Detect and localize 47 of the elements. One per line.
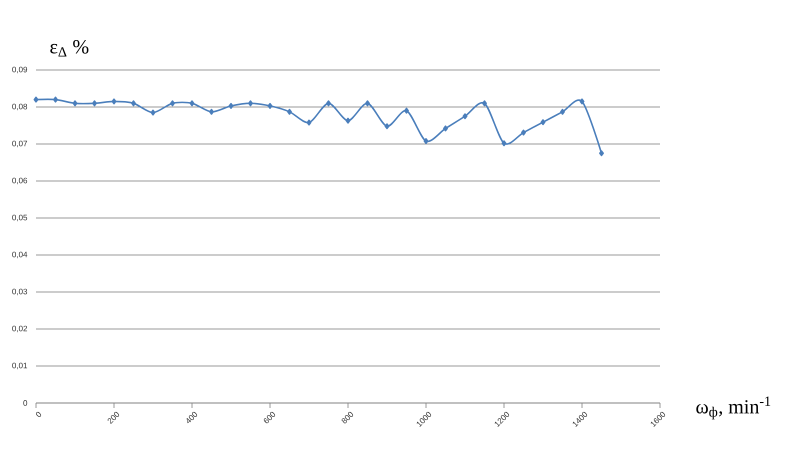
y-tick-label: 0 xyxy=(23,400,28,406)
point xyxy=(150,110,156,116)
point xyxy=(112,98,116,104)
point xyxy=(443,125,448,132)
point xyxy=(346,118,350,124)
y-tick-label: 0,08 xyxy=(12,104,28,110)
point xyxy=(34,96,38,103)
x-tick-label: 600 xyxy=(264,412,276,424)
point xyxy=(170,100,175,106)
point xyxy=(599,150,604,156)
x-tick-label: 0 xyxy=(36,412,42,418)
point xyxy=(580,98,584,104)
point xyxy=(131,100,136,106)
point xyxy=(306,120,312,126)
y-tick-label: 0,06 xyxy=(12,178,28,184)
point xyxy=(209,108,214,115)
x-tick-label: 200 xyxy=(108,412,120,424)
point xyxy=(384,123,390,130)
y-tick-label: 0,07 xyxy=(12,140,28,148)
point xyxy=(502,140,506,146)
x-tick-label: 800 xyxy=(342,412,354,424)
point xyxy=(228,102,234,109)
point xyxy=(540,119,546,126)
point xyxy=(53,96,58,103)
point xyxy=(326,100,331,106)
point xyxy=(365,100,370,106)
point xyxy=(268,102,272,109)
point xyxy=(462,113,468,120)
point xyxy=(190,100,194,106)
point xyxy=(560,108,565,115)
y-tick-label: 0,09 xyxy=(12,66,28,74)
point xyxy=(424,138,428,144)
point xyxy=(248,100,253,106)
y-tick-label: 0,04 xyxy=(12,252,28,258)
y-tick-label: 0,01 xyxy=(12,362,28,370)
y-tick-label: 0,05 xyxy=(12,214,28,222)
x-tick-label: 400 xyxy=(186,412,198,424)
point xyxy=(521,130,526,136)
x-axis-title: ω$_{ф}$, min$^{-1}$ xyxy=(696,396,770,420)
point xyxy=(404,108,409,114)
point xyxy=(287,108,292,115)
y-axis-title: ε$_{Δ}$ % xyxy=(50,40,88,56)
point xyxy=(92,100,97,106)
point xyxy=(482,100,487,106)
point xyxy=(72,100,78,106)
y-tick-label: 0,03 xyxy=(12,288,28,296)
y-tick-label: 0,02 xyxy=(12,326,28,332)
